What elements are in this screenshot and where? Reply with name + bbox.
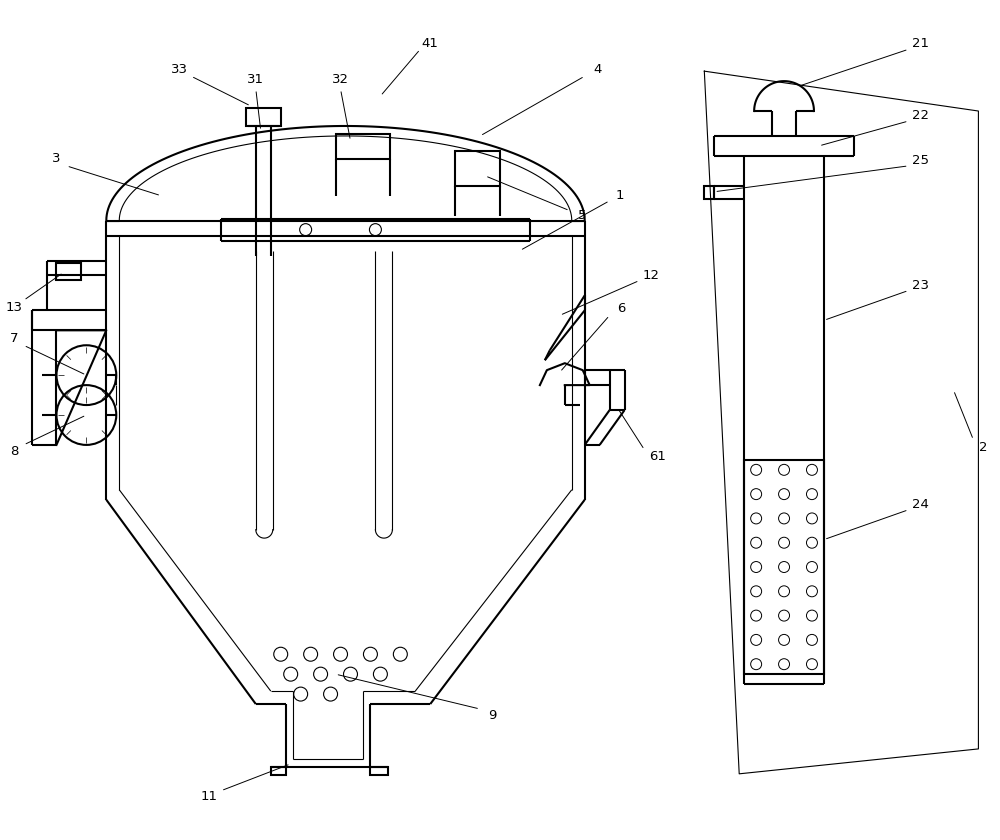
Text: 31: 31 [247, 72, 264, 86]
Text: 3: 3 [52, 152, 61, 165]
Text: 21: 21 [912, 37, 929, 50]
Text: 12: 12 [643, 269, 660, 282]
Circle shape [369, 223, 381, 235]
Text: 8: 8 [10, 445, 19, 459]
Text: 1: 1 [615, 189, 624, 202]
Text: 5: 5 [577, 209, 586, 222]
Bar [704, 186, 714, 199]
Text: 41: 41 [422, 37, 439, 50]
Text: 24: 24 [912, 498, 929, 512]
Text: 11: 11 [200, 790, 217, 803]
Text: 4: 4 [593, 63, 602, 76]
Text: 32: 32 [332, 72, 349, 86]
Bar [56, 263, 81, 281]
Text: 61: 61 [649, 450, 666, 464]
Bar [744, 459, 824, 675]
Bar [246, 108, 281, 126]
Text: 25: 25 [912, 155, 929, 167]
Text: 7: 7 [10, 332, 19, 344]
Circle shape [300, 223, 312, 235]
Text: 33: 33 [171, 63, 188, 76]
Bar [455, 151, 500, 186]
Text: 6: 6 [617, 302, 626, 315]
Text: 22: 22 [912, 108, 929, 122]
Text: 9: 9 [488, 708, 496, 722]
Bar [271, 767, 286, 774]
Bar [336, 134, 390, 159]
Bar [370, 767, 388, 774]
Text: 2: 2 [979, 441, 988, 454]
Text: 13: 13 [5, 301, 22, 314]
Text: 23: 23 [912, 279, 929, 292]
